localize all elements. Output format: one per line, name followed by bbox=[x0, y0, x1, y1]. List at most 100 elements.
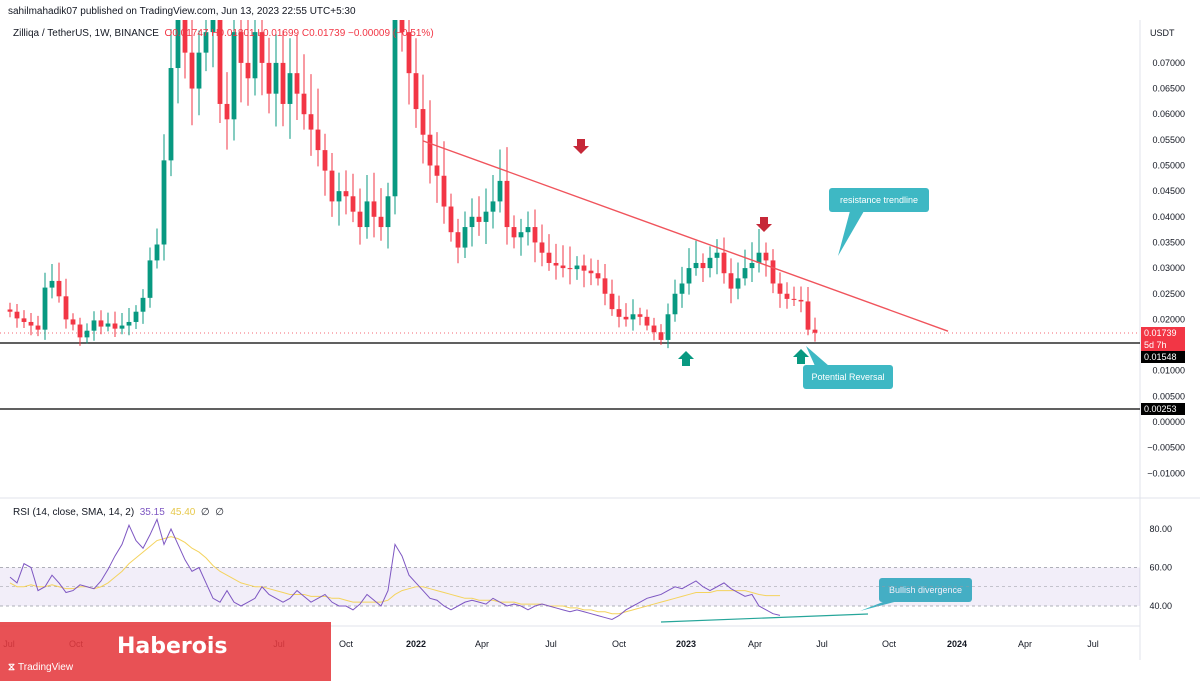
candle-body[interactable] bbox=[371, 201, 377, 217]
candle-body[interactable] bbox=[203, 32, 209, 53]
rsi-line[interactable] bbox=[9, 517, 781, 621]
candle-body[interactable] bbox=[308, 114, 314, 130]
candle-body[interactable] bbox=[791, 298, 797, 300]
candle-body[interactable] bbox=[294, 73, 300, 94]
candle-body[interactable] bbox=[315, 129, 321, 151]
candle-body[interactable] bbox=[763, 252, 769, 261]
candle-body[interactable] bbox=[658, 332, 664, 340]
candle-body[interactable] bbox=[357, 211, 363, 228]
candle-body[interactable] bbox=[623, 316, 629, 320]
candle-body[interactable] bbox=[784, 293, 790, 299]
candle-body[interactable] bbox=[728, 273, 734, 289]
rsi-sma-line[interactable] bbox=[9, 536, 780, 615]
candle-body[interactable] bbox=[378, 216, 384, 228]
candle-body[interactable] bbox=[154, 244, 160, 261]
candle-body[interactable] bbox=[805, 301, 811, 330]
candle-body[interactable] bbox=[224, 103, 230, 120]
candle-body[interactable] bbox=[518, 232, 524, 238]
candle-body[interactable] bbox=[210, 20, 216, 33]
candle-body[interactable] bbox=[693, 262, 699, 269]
candle-body[interactable] bbox=[385, 196, 391, 228]
candle-body[interactable] bbox=[231, 32, 237, 120]
candle-body[interactable] bbox=[259, 32, 265, 63]
candle-body[interactable] bbox=[721, 252, 727, 274]
candle-body[interactable] bbox=[504, 180, 510, 228]
candle-body[interactable] bbox=[588, 270, 594, 274]
candle-body[interactable] bbox=[525, 227, 531, 233]
candle-body[interactable] bbox=[161, 160, 167, 245]
candle-body[interactable] bbox=[77, 324, 83, 338]
candle-body[interactable] bbox=[133, 311, 139, 322]
candle-body[interactable] bbox=[756, 252, 762, 263]
candle-body[interactable] bbox=[182, 20, 188, 53]
candle-body[interactable] bbox=[448, 206, 454, 233]
resistance-trendline[interactable] bbox=[422, 140, 949, 332]
candle-body[interactable] bbox=[350, 196, 356, 212]
candle-body[interactable] bbox=[602, 278, 608, 294]
candle-body[interactable] bbox=[28, 321, 34, 326]
candle-body[interactable] bbox=[483, 211, 489, 222]
candle-body[interactable] bbox=[196, 52, 202, 89]
candle-body[interactable] bbox=[21, 318, 27, 322]
candle-body[interactable] bbox=[511, 227, 517, 238]
candle-body[interactable] bbox=[413, 73, 419, 110]
candle-body[interactable] bbox=[476, 216, 482, 222]
candle-body[interactable] bbox=[175, 20, 181, 69]
candle-body[interactable] bbox=[49, 280, 55, 288]
symbol-legend[interactable]: Zilliqa / TetherUS, 1W, BINANCE O0.01747… bbox=[13, 28, 434, 39]
candle-body[interactable] bbox=[574, 265, 580, 270]
candle-body[interactable] bbox=[679, 283, 685, 294]
candle-body[interactable] bbox=[56, 280, 62, 297]
candle-body[interactable] bbox=[42, 287, 48, 330]
candle-body[interactable] bbox=[245, 62, 251, 79]
candle-body[interactable] bbox=[217, 20, 223, 104]
rsi-legend[interactable]: RSI (14, close, SMA, 14, 2) 35.15 45.40 … bbox=[13, 507, 224, 518]
candle-body[interactable] bbox=[672, 293, 678, 315]
candle-body[interactable] bbox=[581, 265, 587, 271]
candle-body[interactable] bbox=[427, 134, 433, 166]
candle-body[interactable] bbox=[98, 320, 104, 327]
candle-body[interactable] bbox=[63, 296, 69, 320]
candle-body[interactable] bbox=[616, 309, 622, 317]
candle-body[interactable] bbox=[490, 201, 496, 212]
candle-body[interactable] bbox=[546, 252, 552, 263]
divergence-callout-box[interactable] bbox=[879, 578, 972, 602]
candle-body[interactable] bbox=[644, 316, 650, 326]
candle-body[interactable] bbox=[665, 314, 671, 340]
candle-body[interactable] bbox=[14, 311, 20, 319]
candle-body[interactable] bbox=[70, 319, 76, 325]
candle-body[interactable] bbox=[630, 314, 636, 320]
candle-body[interactable] bbox=[686, 268, 692, 284]
candle-body[interactable] bbox=[497, 180, 503, 202]
tradingview-logo[interactable]: ⧖ TradingView bbox=[8, 662, 73, 673]
candle-body[interactable] bbox=[168, 68, 174, 161]
candle-body[interactable] bbox=[273, 62, 279, 94]
candle-body[interactable] bbox=[147, 260, 153, 298]
candle-body[interactable] bbox=[252, 32, 258, 79]
candle-body[interactable] bbox=[560, 265, 566, 269]
candle-body[interactable] bbox=[392, 20, 398, 197]
candle-body[interactable] bbox=[553, 262, 559, 266]
candle-body[interactable] bbox=[399, 20, 405, 33]
candle-body[interactable] bbox=[84, 330, 90, 338]
candle-body[interactable] bbox=[469, 216, 475, 228]
candle-body[interactable] bbox=[287, 73, 293, 104]
candle-body[interactable] bbox=[406, 32, 412, 74]
candle-body[interactable] bbox=[770, 260, 776, 284]
candle-body[interactable] bbox=[777, 283, 783, 294]
candle-body[interactable] bbox=[532, 227, 538, 243]
candle-body[interactable] bbox=[7, 309, 13, 312]
candle-body[interactable] bbox=[336, 191, 342, 202]
candle-body[interactable] bbox=[567, 268, 573, 270]
candle-body[interactable] bbox=[126, 321, 132, 326]
divergence-line[interactable] bbox=[660, 613, 869, 623]
candle-body[interactable] bbox=[700, 262, 706, 269]
candle-body[interactable] bbox=[462, 227, 468, 248]
candle-body[interactable] bbox=[609, 293, 615, 310]
candle-body[interactable] bbox=[637, 314, 643, 317]
candle-body[interactable] bbox=[322, 150, 328, 171]
candle-body[interactable] bbox=[595, 273, 601, 279]
candle-body[interactable] bbox=[714, 252, 720, 258]
candle-body[interactable] bbox=[707, 257, 713, 269]
